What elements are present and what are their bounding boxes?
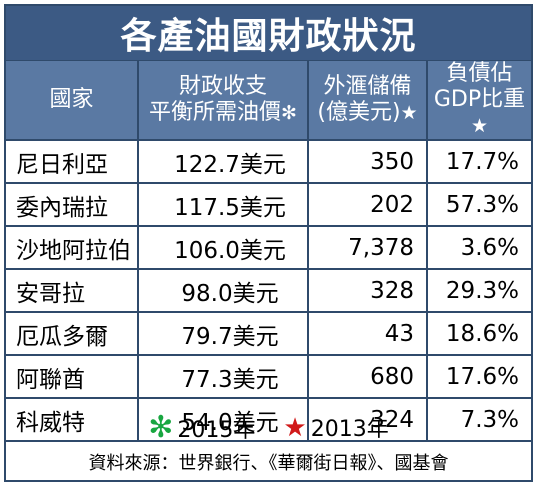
debt-gdp-cell: 17.7% xyxy=(427,140,531,184)
debt-gdp-cell: 29.3% xyxy=(427,269,531,313)
header-country: 國家 xyxy=(6,61,139,141)
debt-gdp-cell: 7.3% xyxy=(427,398,531,442)
legend-2013: ★ 2013年 xyxy=(283,411,388,443)
breakeven-price-cell: 117.5美元 xyxy=(138,183,309,227)
debt-gdp-cell: 3.6% xyxy=(427,226,531,270)
header-price-line1: 財政收支 xyxy=(178,74,267,99)
table-row: 尼日利亞 122.7美元 350 17.7% xyxy=(6,140,531,184)
legend-2013-label: 2013年 xyxy=(310,417,389,442)
legend-2015: ✻ 2015年 xyxy=(148,410,255,445)
reserves-cell: 324 xyxy=(308,398,428,442)
debt-gdp-cell: 18.6% xyxy=(427,312,531,356)
country-cell: 沙地阿拉伯 xyxy=(6,226,139,270)
header-country-label: 國家 xyxy=(49,87,94,112)
breakeven-price-cell: 79.7美元 xyxy=(138,312,309,356)
header-debt-gdp: 負債佔 GDP比重 ★ xyxy=(427,61,531,141)
header-reserves-line2: (億美元) xyxy=(317,100,401,125)
table-row: 委內瑞拉 117.5美元 202 57.3% xyxy=(6,183,531,227)
table-row: 沙地阿拉伯 106.0美元 7,378 3.6% xyxy=(6,226,531,270)
country-cell: 尼日利亞 xyxy=(6,140,139,184)
header-debt-line2: GDP比重 xyxy=(433,87,526,112)
table-row: 厄瓜多爾 79.7美元 43 18.6% xyxy=(6,312,531,356)
red-star-icon: ★ xyxy=(283,413,307,443)
reserves-cell: 202 xyxy=(308,183,428,227)
reserves-cell: 680 xyxy=(308,355,428,399)
country-cell: 科威特 xyxy=(6,398,139,442)
page-title: 各產油國財政狀況 xyxy=(6,6,531,62)
breakeven-price-cell: 106.0美元 xyxy=(138,226,309,270)
header-price-line2: 平衡所需油價 xyxy=(149,100,282,125)
header-reserves-line1: 外滙儲備 xyxy=(323,74,412,99)
header-debt-line1: 負債佔 xyxy=(446,61,513,86)
breakeven-price-cell: 122.7美元 xyxy=(138,140,309,184)
reserves-cell: 350 xyxy=(308,140,428,184)
asterisk-icon: ✻ xyxy=(281,102,297,124)
breakeven-price-cell: 77.3美元 xyxy=(138,355,309,399)
header-breakeven-price: 財政收支 平衡所需油價✻ xyxy=(138,61,309,141)
reserves-cell: 7,378 xyxy=(308,226,428,270)
country-cell: 安哥拉 xyxy=(6,269,139,313)
oil-finance-table: 國家 財政收支 平衡所需油價✻ 外滙儲備 (億美元)★ 負債佔 GDP比重★ 尼… xyxy=(6,61,531,442)
table-row: 阿聯酋 77.3美元 680 17.6% xyxy=(6,355,531,399)
breakeven-price-cell: 98.0美元 xyxy=(138,269,309,313)
green-asterisk-icon: ✻ xyxy=(148,409,174,445)
table-row: 安哥拉 98.0美元 328 29.3% xyxy=(6,269,531,313)
debt-gdp-cell: 57.3% xyxy=(427,183,531,227)
country-cell: 委內瑞拉 xyxy=(6,183,139,227)
table-row: 科威特 54.0美元 324 7.3% xyxy=(6,398,531,442)
country-cell: 阿聯酋 xyxy=(6,355,139,399)
breakeven-price-cell: 54.0美元 xyxy=(138,398,309,442)
header-fx-reserves: 外滙儲備 (億美元)★ xyxy=(308,61,428,141)
star-icon: ★ xyxy=(470,115,489,137)
debt-gdp-cell: 17.6% xyxy=(427,355,531,399)
reserves-cell: 328 xyxy=(308,269,428,313)
star-icon: ★ xyxy=(400,102,418,124)
year-legend: ✻ 2015年 ★ 2013年 xyxy=(6,409,531,445)
source-note: 資料來源：世界銀行、《華爾街日報》、國基會 xyxy=(88,453,449,474)
infographic-frame: 各產油國財政狀況 國家 財政收支 平衡所需油價✻ 外滙儲備 (億美元)★ xyxy=(4,4,533,482)
country-cell: 厄瓜多爾 xyxy=(6,312,139,356)
table-header-row: 國家 財政收支 平衡所需油價✻ 外滙儲備 (億美元)★ 負債佔 GDP比重★ xyxy=(6,61,531,141)
legend-2015-label: 2015年 xyxy=(177,417,256,443)
reserves-cell: 43 xyxy=(308,312,428,356)
